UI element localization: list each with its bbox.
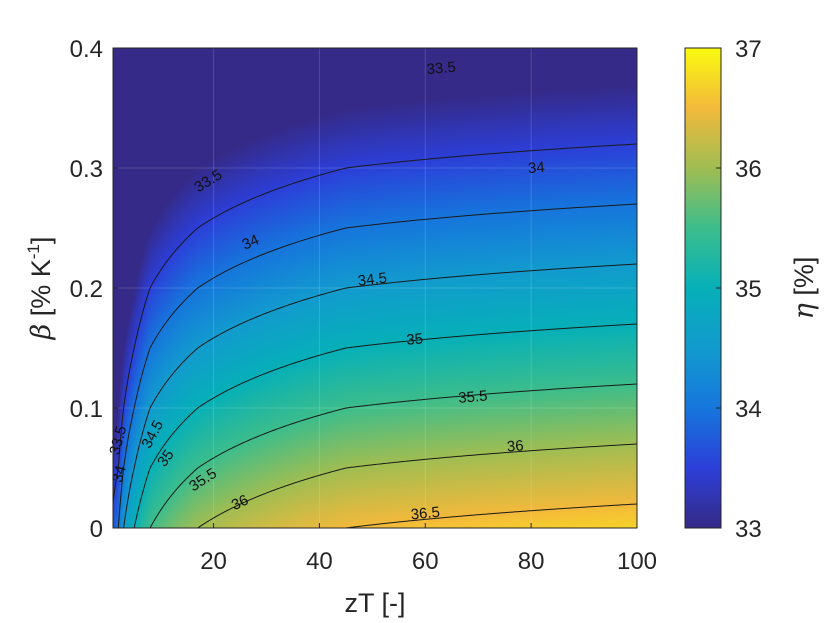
contour-label: 33.5 xyxy=(106,424,130,457)
contour-lines xyxy=(113,143,637,528)
colorbar-label-unit: [%] xyxy=(789,257,819,304)
y-axis: 0 0.1 0.2 0.3 0.4 xyxy=(70,36,118,543)
contour-line xyxy=(345,503,637,528)
contour-label: 34.5 xyxy=(357,270,388,290)
contour-label: 34 xyxy=(240,231,262,253)
y-axis-unit-close: ] xyxy=(26,237,56,245)
y-tick-label: 0.4 xyxy=(70,36,103,63)
colorbar-label-symbol: η xyxy=(789,303,820,319)
contour-label: 35 xyxy=(154,447,178,471)
colorbar-label: η [%] xyxy=(789,257,820,320)
contour-label: 36 xyxy=(229,492,251,514)
x-tick-label: 40 xyxy=(306,548,333,575)
colorbar-gradient xyxy=(684,47,722,529)
x-tick-label: 20 xyxy=(200,548,227,575)
contour-label: 35.5 xyxy=(458,388,488,407)
colorbar-ticks: 33 34 35 36 37 xyxy=(716,36,762,543)
contour-label: 36.5 xyxy=(410,504,441,524)
colorbar-tick-label: 37 xyxy=(735,36,762,63)
y-axis-symbol: β xyxy=(26,324,57,341)
heatmap-surface xyxy=(113,48,637,528)
contour-label: 36 xyxy=(506,437,524,455)
contour-label: 33.5 xyxy=(426,59,457,79)
contour-line xyxy=(133,323,637,528)
contour-line xyxy=(149,383,637,528)
contour-line xyxy=(117,203,637,528)
contour-line xyxy=(197,443,637,528)
contour-label: 34 xyxy=(109,464,130,485)
y-tick-label: 0.1 xyxy=(70,396,103,423)
y-tick-label: 0 xyxy=(90,516,103,543)
y-tick-label: 0.2 xyxy=(70,276,103,303)
colorbar-tick-label: 36 xyxy=(735,156,762,183)
colorbar-tick-label: 35 xyxy=(735,276,762,303)
contour-line xyxy=(113,143,637,505)
plot-area: 33.533.533.534343434.534.5353535.535.536… xyxy=(106,47,638,529)
contour-label: 34 xyxy=(527,159,545,177)
y-axis-label: β [% K-1] xyxy=(24,237,57,341)
y-axis-unit: [% K xyxy=(26,259,56,324)
x-tick-label: 80 xyxy=(518,548,545,575)
colorbar-tick-label: 34 xyxy=(735,396,762,423)
contour-label: 35 xyxy=(406,330,424,349)
contour-line xyxy=(123,263,637,528)
colorbar-tick-label: 33 xyxy=(735,516,762,543)
x-tick-label: 60 xyxy=(412,548,439,575)
x-axis-label: zT [-] xyxy=(344,588,405,618)
colorbar: 33 34 35 36 37 η [%] xyxy=(684,36,820,543)
x-tick-label: 100 xyxy=(617,548,657,575)
grid-lines xyxy=(113,48,637,528)
y-tick-label: 0.3 xyxy=(70,156,103,183)
y-axis-unit-exponent: -1 xyxy=(24,244,43,259)
x-axis: 20 40 60 80 100 xyxy=(200,523,657,575)
